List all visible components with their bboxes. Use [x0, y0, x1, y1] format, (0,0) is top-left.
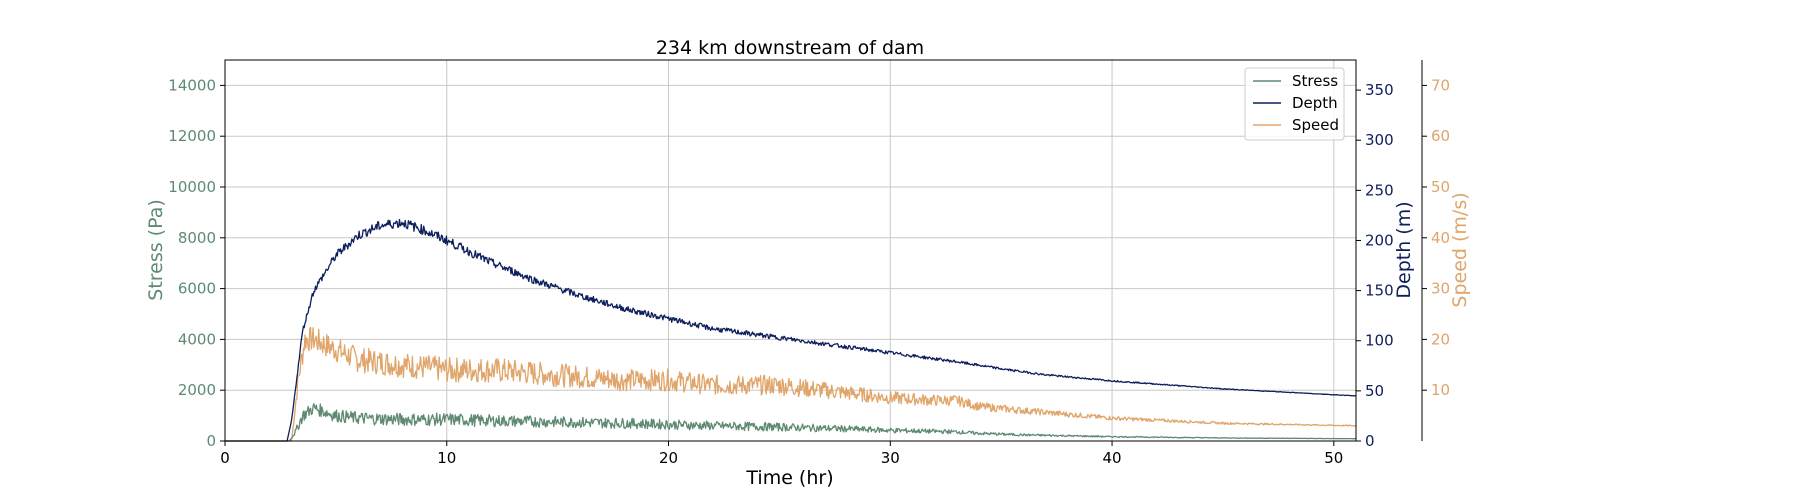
- speed-tick-label: 10: [1431, 381, 1450, 399]
- legend-stress-label: Stress: [1292, 72, 1338, 90]
- series-depth-line: [225, 218, 1356, 442]
- x-tick-label: 20: [659, 449, 678, 467]
- depth-tick-label: 300: [1365, 131, 1394, 149]
- speed-tick-label: 40: [1431, 229, 1450, 247]
- stress-tick-label: 6000: [178, 280, 216, 298]
- x-tick-label: 50: [1324, 449, 1343, 467]
- depth-tick-label: 0: [1365, 432, 1375, 450]
- legend-depth-label: Depth: [1292, 94, 1338, 112]
- x-axis-label: Time (hr): [745, 467, 833, 489]
- depth-tick-label: 50: [1365, 382, 1384, 400]
- stress-tick-label: 4000: [178, 330, 216, 348]
- depth-tick-label: 350: [1365, 81, 1394, 99]
- speed-tick-label: 70: [1431, 76, 1450, 94]
- legend-speed-label: Speed: [1292, 116, 1339, 134]
- stress-tick-label: 14000: [168, 76, 216, 94]
- chart-title: 234 km downstream of dam: [656, 37, 924, 59]
- series-lines: [225, 218, 1357, 442]
- legend: Stress Depth Speed: [1244, 67, 1345, 141]
- stress-axis-label: Stress (Pa): [145, 199, 167, 301]
- speed-tick-label: 20: [1431, 330, 1450, 348]
- depth-axis-label: Depth (m): [1393, 201, 1415, 298]
- series-stress-line: [225, 403, 1356, 442]
- axes: 0 10 20 30 40 5002000400060008000100001200014…: [168, 60, 1450, 467]
- depth-tick-label: 150: [1365, 282, 1394, 300]
- x-tick-label: 40: [1103, 449, 1122, 467]
- stress-tick-label: 0: [206, 432, 216, 450]
- depth-tick-label: 250: [1365, 181, 1394, 199]
- x-tick-label: 0: [220, 449, 230, 467]
- stress-tick-label: 2000: [178, 381, 216, 399]
- stress-tick-label: 10000: [168, 178, 216, 196]
- speed-axis-label: Speed (m/s): [1449, 192, 1471, 307]
- plot-frame: [224, 59, 1357, 442]
- speed-tick-label: 30: [1431, 280, 1450, 298]
- series-speed-line: [225, 326, 1357, 442]
- depth-tick-label: 200: [1365, 231, 1394, 249]
- speed-tick-label: 50: [1431, 178, 1450, 196]
- legend-box: [1244, 67, 1345, 141]
- speed-tick-label: 60: [1431, 127, 1450, 145]
- x-tick-label: 30: [881, 449, 900, 467]
- depth-tick-label: 100: [1365, 332, 1394, 350]
- stress-tick-label: 12000: [168, 127, 216, 145]
- x-tick-label: 10: [437, 449, 456, 467]
- stress-tick-label: 8000: [178, 229, 216, 247]
